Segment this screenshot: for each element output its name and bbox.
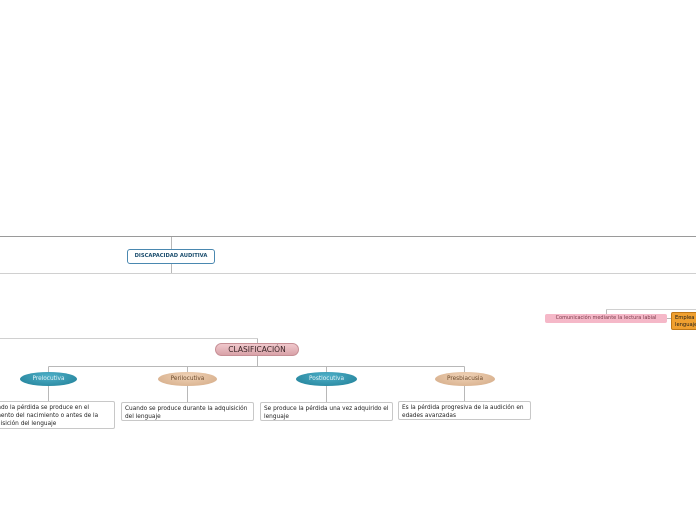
root-node[interactable]: DISCAPACIDAD AUDITIVA: [127, 249, 215, 264]
presbiacusia-node[interactable]: Presbiacusia: [435, 372, 495, 386]
postlocutiva-description[interactable]: Se produce la pérdida una vez adquirido …: [260, 402, 393, 421]
presbiacusia-description[interactable]: Es la pérdida progresiva de la audición …: [398, 401, 531, 420]
root-label: DISCAPACIDAD AUDITIVA: [134, 253, 208, 259]
perilocutiva-description-text: Cuando se produce durante la adquisición…: [125, 406, 248, 420]
sign-language-node[interactable]: Emplea lenguaje: [671, 312, 696, 330]
lip-reading-label: Comunicación mediante la lectura labial: [555, 315, 657, 321]
postlocutiva-description-text: Se produce la pérdida una vez adquirido …: [264, 406, 389, 420]
perilocutiva-node[interactable]: Perilocutiva: [158, 372, 217, 386]
sign-language-label: Emplea lenguaje: [675, 315, 696, 328]
prelocutiva-description-text: Cuando la pérdida se produce en el momen…: [0, 405, 99, 427]
classification-node[interactable]: CLASIFICACIÓN: [215, 343, 299, 356]
prelocutiva-label: Prelocutiva: [32, 376, 65, 382]
lip-reading-node[interactable]: Comunicación mediante la lectura labial: [545, 314, 667, 323]
classification-label: CLASIFICACIÓN: [228, 345, 286, 354]
presbiacusia-label: Presbiacusia: [446, 376, 484, 382]
perilocutiva-label: Perilocutiva: [170, 376, 205, 382]
perilocutiva-description[interactable]: Cuando se produce durante la adquisición…: [121, 402, 254, 421]
prelocutiva-description[interactable]: Cuando la pérdida se produce en el momen…: [0, 401, 115, 429]
postlocutiva-label: Postlocutiva: [308, 376, 344, 382]
prelocutiva-node[interactable]: Prelocutiva: [20, 372, 77, 386]
presbiacusia-description-text: Es la pérdida progresiva de la audición …: [402, 405, 524, 419]
postlocutiva-node[interactable]: Postlocutiva: [296, 372, 357, 386]
